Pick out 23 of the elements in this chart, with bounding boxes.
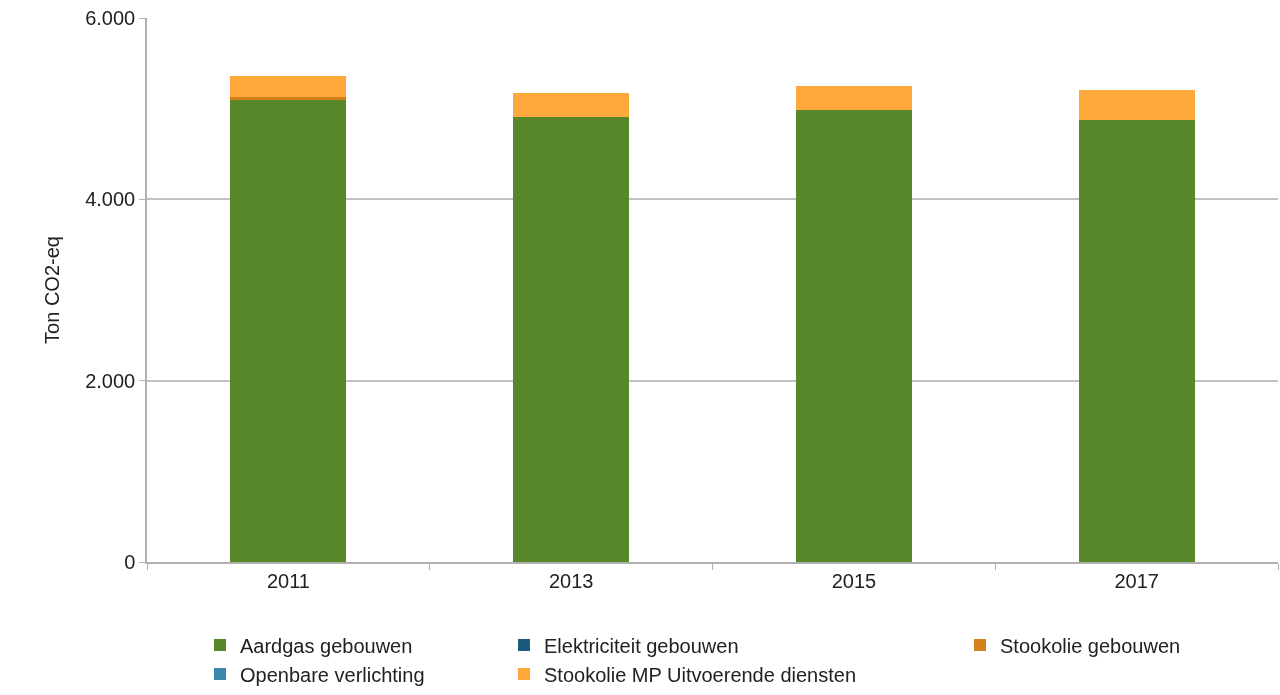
bar (513, 116, 630, 562)
bar (230, 76, 347, 97)
y-tick-label: 4.000 (85, 188, 136, 211)
y-tick-label: 2.000 (85, 369, 136, 392)
bar (513, 93, 630, 117)
x-tick-label: 2017 (1114, 569, 1159, 592)
legend-label: Elektriciteit gebouwen (544, 634, 739, 657)
bar (795, 86, 912, 110)
legend-label: Openbare verlichting (240, 663, 425, 686)
legend-label: Aardgas gebouwen (240, 634, 413, 657)
bar (230, 99, 347, 562)
bar (1078, 89, 1195, 121)
y-tick-label: 6.000 (85, 7, 136, 29)
y-tick-label: 0 (124, 551, 136, 573)
bar (230, 96, 347, 100)
bar (795, 109, 912, 562)
legend-label: Stookolie MP Uitvoerende diensten (544, 663, 857, 686)
x-tick-label: 2013 (548, 569, 594, 592)
legend-label: Stookolie gebouwen (1000, 634, 1181, 657)
x-tick-label: 2015 (831, 569, 877, 592)
x-tick-label: 2011 (266, 569, 310, 592)
y-axis-title: Ton CO2-eq (41, 236, 64, 344)
bar (1078, 120, 1195, 562)
